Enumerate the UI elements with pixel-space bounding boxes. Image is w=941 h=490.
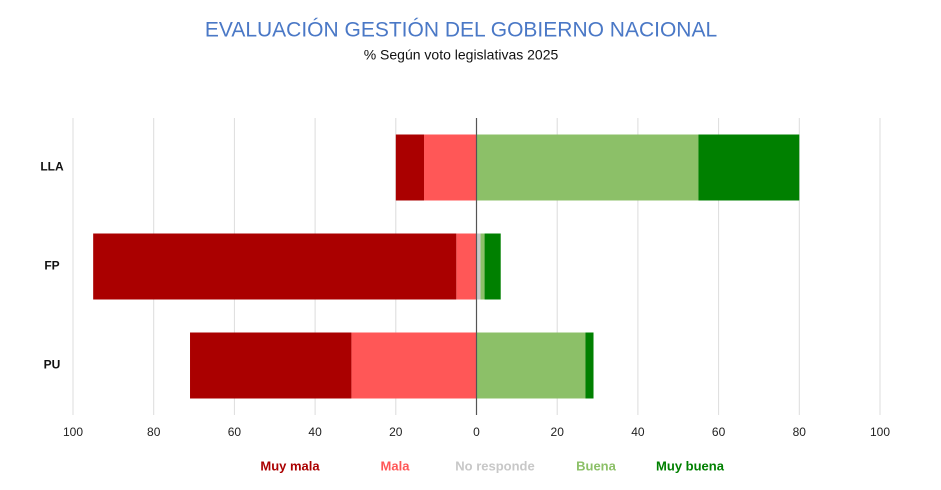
y-tick-label: PU: [44, 358, 61, 372]
x-tick-label: 100: [870, 425, 890, 439]
bar-segment: [93, 233, 457, 300]
bar-segment: [456, 233, 477, 300]
x-tick-label: 60: [712, 425, 726, 439]
legend-entry: No responde: [455, 458, 534, 473]
legend-entry: Mala: [381, 458, 411, 473]
legend-entry: Buena: [576, 458, 617, 473]
bar-segment: [476, 233, 481, 300]
y-tick-label: FP: [44, 259, 59, 273]
bar-segment: [480, 233, 485, 300]
bar-segment: [190, 332, 352, 399]
y-tick-label: LLA: [40, 160, 64, 174]
bar-segment: [476, 134, 699, 201]
bar-segment: [476, 332, 586, 399]
legend-entry: Muy buena: [656, 458, 725, 473]
x-tick-label: 20: [389, 425, 403, 439]
bar-segment: [395, 134, 425, 201]
bar-segment: [351, 332, 477, 399]
x-tick-label: 0: [473, 425, 480, 439]
bar-segment: [698, 134, 800, 201]
x-tick-label: 80: [793, 425, 807, 439]
bar-segment: [424, 134, 477, 201]
x-tick-label: 40: [631, 425, 645, 439]
chart-subtitle: % Según voto legislativas 2025: [364, 47, 559, 63]
legend-entry: Muy mala: [260, 458, 320, 473]
x-tick-label: 20: [551, 425, 565, 439]
chart-title: EVALUACIÓN GESTIÓN DEL GOBIERNO NACIONAL: [205, 19, 717, 42]
x-tick-label: 100: [63, 425, 83, 439]
bar-segment: [585, 332, 594, 399]
x-tick-label: 40: [308, 425, 322, 439]
bar-segment: [484, 233, 501, 300]
x-tick-label: 80: [147, 425, 161, 439]
x-tick-label: 60: [228, 425, 242, 439]
